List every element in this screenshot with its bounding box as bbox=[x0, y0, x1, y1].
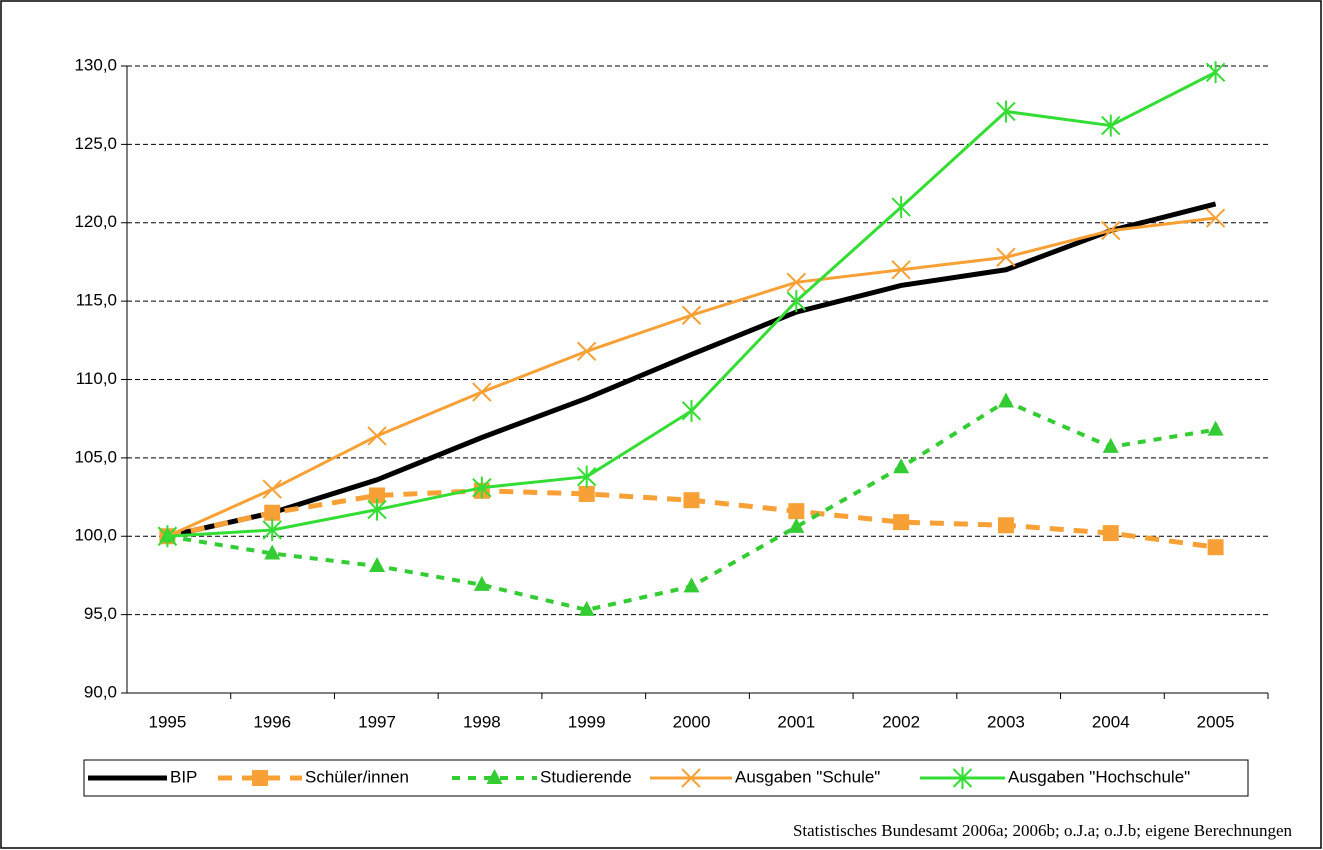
marker bbox=[1101, 114, 1121, 137]
marker bbox=[681, 768, 701, 788]
marker bbox=[683, 577, 700, 593]
marker bbox=[891, 196, 911, 219]
y-tick-label: 130,0 bbox=[74, 55, 117, 74]
marker bbox=[472, 382, 492, 402]
marker bbox=[1207, 539, 1224, 556]
x-tick-label: 2004 bbox=[1092, 712, 1130, 731]
marker bbox=[576, 465, 597, 488]
marker bbox=[264, 504, 281, 521]
marker bbox=[369, 487, 386, 504]
x-tick-label: 1999 bbox=[568, 712, 606, 731]
marker bbox=[893, 458, 910, 474]
x-tick-label: 1997 bbox=[358, 712, 396, 731]
marker bbox=[367, 498, 387, 521]
series-line bbox=[166, 201, 1217, 539]
marker bbox=[997, 517, 1014, 534]
marker bbox=[997, 392, 1014, 408]
y-tick-label: 100,0 bbox=[74, 526, 117, 545]
series bbox=[159, 392, 1224, 616]
source-note: Statistisches Bundesamt 2006a; 2006b; o.… bbox=[793, 821, 1293, 840]
marker bbox=[1102, 437, 1119, 453]
series bbox=[157, 208, 1226, 546]
marker bbox=[369, 557, 386, 573]
y-tick-label: 90,0 bbox=[84, 682, 117, 701]
marker bbox=[473, 575, 490, 591]
series bbox=[159, 482, 1224, 556]
y-tick-label: 105,0 bbox=[74, 447, 117, 466]
marker bbox=[1207, 420, 1224, 436]
marker bbox=[952, 767, 973, 789]
marker bbox=[576, 341, 597, 361]
x-tick-label: 2000 bbox=[673, 712, 711, 731]
marker bbox=[367, 426, 387, 446]
marker bbox=[472, 476, 492, 499]
legend-label: BIP bbox=[170, 767, 197, 786]
marker bbox=[996, 247, 1016, 267]
marker bbox=[996, 100, 1016, 123]
series bbox=[166, 201, 1217, 539]
marker bbox=[683, 492, 700, 509]
marker bbox=[262, 518, 282, 541]
series bbox=[157, 61, 1226, 548]
x-tick-label: 2002 bbox=[882, 712, 920, 731]
marker bbox=[486, 769, 503, 784]
legend-label: Schüler/innen bbox=[305, 767, 409, 786]
y-tick-label: 95,0 bbox=[84, 604, 117, 623]
x-tick-label: 2003 bbox=[987, 712, 1025, 731]
y-tick-label: 110,0 bbox=[76, 369, 117, 388]
marker bbox=[1205, 61, 1226, 84]
legend-label: Ausgaben "Hochschule" bbox=[1008, 767, 1190, 786]
marker bbox=[1102, 525, 1119, 542]
y-tick-label: 115,0 bbox=[76, 291, 117, 310]
x-tick-label: 2001 bbox=[777, 712, 815, 731]
marker bbox=[681, 399, 702, 422]
marker bbox=[1101, 220, 1121, 241]
y-tick-label: 120,0 bbox=[74, 212, 117, 231]
marker bbox=[262, 479, 282, 499]
marker bbox=[252, 770, 268, 786]
marker bbox=[786, 290, 807, 313]
marker bbox=[157, 525, 178, 548]
marker bbox=[264, 544, 281, 560]
marker bbox=[1205, 208, 1226, 228]
x-tick-label: 2005 bbox=[1197, 712, 1235, 731]
legend: BIP Schüler/innen Studierende Ausgaben "Sch… bbox=[83, 759, 1249, 797]
marker bbox=[681, 305, 702, 325]
marker bbox=[788, 517, 805, 533]
marker bbox=[578, 485, 595, 502]
marker bbox=[786, 272, 807, 293]
marker bbox=[578, 600, 595, 616]
marker bbox=[788, 503, 805, 520]
x-tick-label: 1998 bbox=[463, 712, 501, 731]
legend-label: Ausgaben "Schule" bbox=[735, 767, 880, 786]
y-tick-label: 125,0 bbox=[74, 134, 117, 153]
marker bbox=[893, 514, 910, 531]
marker bbox=[891, 260, 911, 280]
x-tick-label: 1995 bbox=[148, 712, 186, 731]
legend-label: Studierende bbox=[540, 767, 632, 786]
x-tick-label: 1996 bbox=[253, 712, 291, 731]
